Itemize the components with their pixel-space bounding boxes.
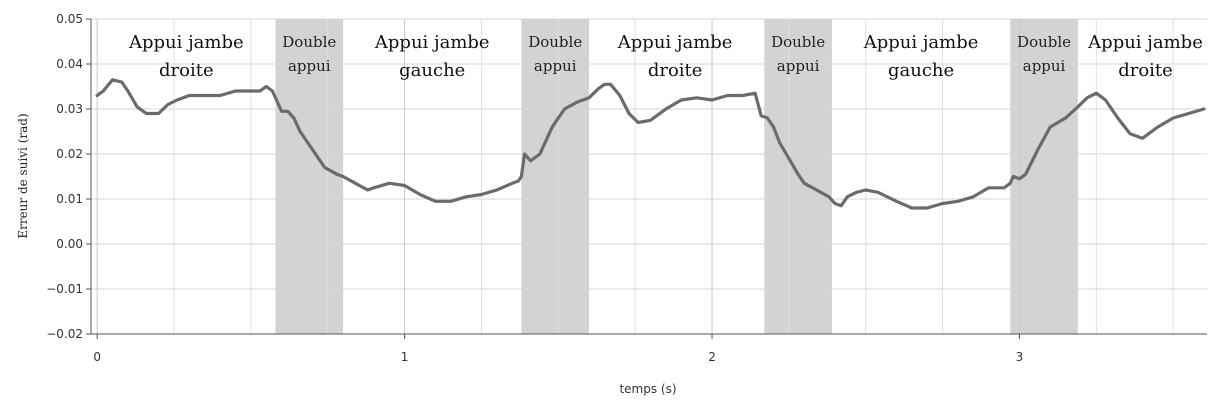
phase-label-line: Double [771, 33, 825, 51]
shaded-regions [275, 19, 1078, 334]
phase-label-line: appui [1023, 57, 1066, 75]
y-tick-label: 0.04 [56, 57, 83, 71]
tick-labels: −0.02 −0.01 0.00 0.01 0.02 0.03 0.04 0.05 0 1 2 3 [46, 12, 1023, 364]
shaded-region-2 [521, 19, 590, 334]
y-tick-label: 0.01 [56, 192, 83, 206]
phase-label-line: Double [282, 33, 336, 51]
phase-label-line: gauche [399, 60, 465, 81]
phase-label-line: droite [159, 60, 214, 81]
phase-label-line: droite [648, 60, 703, 81]
phase-label-line: droite [1118, 60, 1173, 81]
phase-labels: Appui jambe droite Double appui Appui jambe g… [128, 32, 1203, 81]
series-line-1 [95, 78, 1206, 210]
phase-label-line: Appui jambe [374, 32, 490, 53]
x-axis-title: temps (s) [619, 382, 676, 396]
phase-label-line: Double [1017, 33, 1071, 51]
phase-label-line: Appui jambe [617, 32, 733, 53]
y-tick-label: −0.02 [46, 327, 83, 341]
y-tick-label: 0.05 [56, 12, 83, 26]
phase-label-line: appui [534, 57, 577, 75]
phase-label-line: gauche [888, 60, 954, 81]
phase-label-line: Appui jambe [128, 32, 244, 53]
axes [86, 18, 1207, 339]
phase-label-line: Double [528, 33, 582, 51]
y-tick-label: 0.00 [56, 237, 83, 251]
x-tick-label: 3 [1016, 350, 1024, 364]
phase-label-line: Appui jambe [1087, 32, 1203, 53]
phase-label-line: appui [777, 57, 820, 75]
series-group [95, 78, 1206, 210]
x-tick-label: 1 [401, 350, 409, 364]
x-tick-label: 0 [93, 350, 101, 364]
y-axis-title: Erreur de suivi (rad) [16, 113, 30, 238]
shaded-region-1 [275, 19, 344, 334]
y-tick-label: −0.01 [46, 282, 83, 296]
phase-label-line: Appui jambe [863, 32, 979, 53]
phase-label-line: appui [288, 57, 331, 75]
x-tick-label: 2 [708, 350, 716, 364]
y-tick-label: 0.03 [56, 102, 83, 116]
y-tick-label: 0.02 [56, 147, 83, 161]
